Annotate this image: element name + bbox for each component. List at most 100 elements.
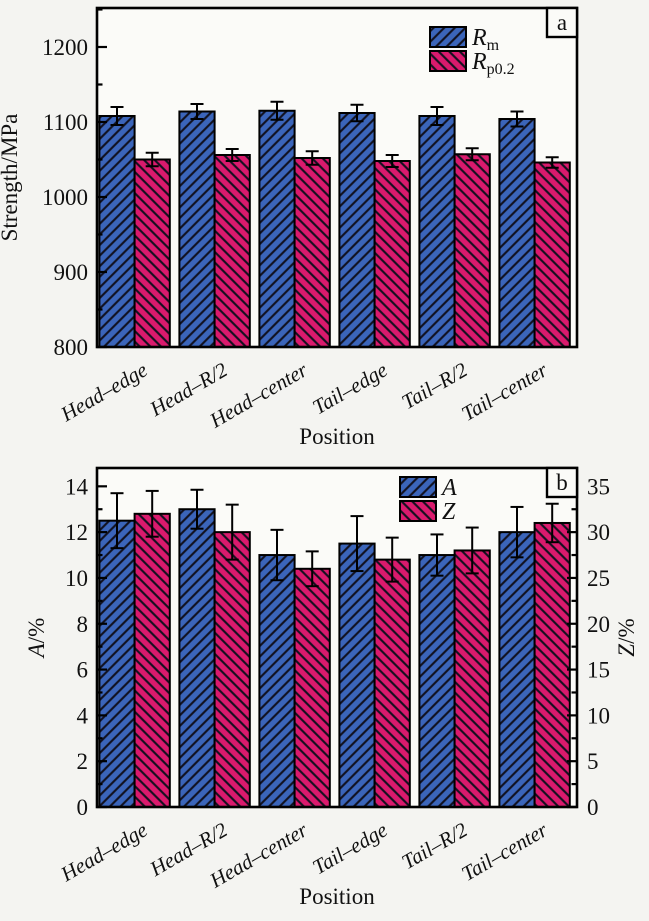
bar-Rm-1 xyxy=(178,110,216,348)
y-tick-label: 14 xyxy=(65,474,89,499)
bar-Rm-3 xyxy=(338,112,376,348)
bar-Z-0 xyxy=(133,512,171,808)
error-bar-Rm-3 xyxy=(350,103,364,123)
y-tick-labels: 800 900 1000 1100 1200 xyxy=(42,35,88,360)
y-tick-label: 1100 xyxy=(43,110,88,135)
error-bar-Z-2 xyxy=(305,550,319,588)
x-tick-label-0: Head–edge xyxy=(56,818,152,887)
bar-A-2 xyxy=(258,554,296,808)
legend-swatch-Z xyxy=(399,500,437,522)
figure-panel-b: 0 2 4 6 8 10 12 14 0 5 10 15 20 25 30 35 Head–edge Head–R… xyxy=(0,455,649,921)
y-right-tick-label: 5 xyxy=(587,749,599,774)
plot-area xyxy=(97,8,577,347)
error-bar-Rm-5 xyxy=(510,110,524,128)
error-bar-Z-3 xyxy=(385,536,399,583)
y-tick-label: 900 xyxy=(54,260,89,285)
error-bar-Rp0.2-1 xyxy=(225,148,239,162)
legend-label-Rp0.2: Rp0.2 xyxy=(471,49,515,78)
bar-Rp0.2-3 xyxy=(373,160,411,348)
legend-swatch-Rm xyxy=(429,26,467,48)
y-tick-label: 0 xyxy=(77,795,89,820)
y-tick-label: 1200 xyxy=(42,35,88,60)
x-tick-label-3: Tail–edge xyxy=(308,818,391,880)
y-tick-label: 4 xyxy=(77,703,89,728)
y-axis-title: Z/% xyxy=(614,618,639,656)
bar-A-0 xyxy=(98,519,136,808)
bar-Rp0.2-4 xyxy=(453,153,491,348)
legend-label-A: A xyxy=(440,475,457,501)
y-tick-label: 800 xyxy=(54,335,89,360)
panel-label-box xyxy=(545,466,579,499)
error-bar-Z-4 xyxy=(465,526,479,575)
x-tick-label-5: Tail–center xyxy=(457,357,552,426)
panel-label-box xyxy=(545,6,579,39)
legend: AZ xyxy=(399,475,457,525)
error-bar-Rp0.2-3 xyxy=(385,154,399,168)
y-tick-label: 8 xyxy=(77,612,89,637)
y-right-tick-label: 20 xyxy=(587,612,610,637)
error-bar-Rp0.2-5 xyxy=(545,156,559,169)
bar-Z-4 xyxy=(453,549,491,808)
axis-ticks xyxy=(97,8,107,349)
bars-panel-a xyxy=(98,100,571,348)
error-bar-Rm-1 xyxy=(190,103,204,120)
y-tick-label: 2 xyxy=(77,749,89,774)
bar-Rp0.2-0 xyxy=(133,158,171,348)
panel-label-b: b xyxy=(556,470,568,495)
y-tick-label: 12 xyxy=(65,520,88,545)
chart-b-svg: 0 2 4 6 8 10 12 14 0 5 10 15 20 25 30 35 Head–edgeHead–R… xyxy=(24,466,639,909)
axis-ticks xyxy=(97,485,577,809)
panel-label-a: a xyxy=(557,10,567,35)
error-bar-A-0 xyxy=(110,492,124,550)
bar-A-3 xyxy=(338,542,376,809)
y-right-tick-label: 25 xyxy=(587,566,610,591)
x-tick-label-5: Tail–center xyxy=(457,817,552,886)
bar-Z-5 xyxy=(533,521,571,809)
plot-frame xyxy=(95,6,579,349)
legend-swatch-Rp0.2 xyxy=(429,50,467,72)
bar-Z-2 xyxy=(293,567,331,808)
plot-frame xyxy=(95,466,579,809)
error-bar-Rm-2 xyxy=(270,100,284,121)
y-right-tick-label: 0 xyxy=(587,795,599,820)
error-bar-Rm-4 xyxy=(430,106,444,126)
bar-Rm-5 xyxy=(498,118,536,348)
bar-Rm-2 xyxy=(258,109,296,348)
bar-A-4 xyxy=(418,554,456,808)
error-bar-A-3 xyxy=(350,515,364,573)
error-bar-A-2 xyxy=(270,528,284,582)
plot-area xyxy=(97,468,577,807)
bar-Rm-4 xyxy=(418,115,456,348)
legend-label-Rm: Rm xyxy=(471,25,500,54)
error-bar-Rp0.2-4 xyxy=(465,147,479,162)
error-bar-Z-0 xyxy=(145,489,159,538)
figure-panel-a: 800 900 1000 1100 1200 Head–edge Head–R/2 Head–… xyxy=(0,0,649,455)
error-bar-Rp0.2-2 xyxy=(305,150,319,166)
chart-a-svg: 800 900 1000 1100 1200 Head–edgeHead–R/2Head–… xyxy=(0,6,579,449)
bar-A-5 xyxy=(498,531,536,808)
y-tick-label: 10 xyxy=(65,566,88,591)
bar-Z-3 xyxy=(373,558,411,808)
bar-Rm-0 xyxy=(98,115,136,348)
error-bar-A-1 xyxy=(190,488,204,530)
bar-Rp0.2-2 xyxy=(293,157,331,348)
x-axis-title: Position xyxy=(299,424,375,449)
bars-panel-b xyxy=(98,488,571,809)
bar-Rp0.2-1 xyxy=(213,154,251,348)
y-tick-label: 1000 xyxy=(42,185,88,210)
legend-swatch-A xyxy=(399,476,437,498)
legend-label-Z: Z xyxy=(442,499,456,525)
x-tick-label-3: Tail–edge xyxy=(308,358,391,420)
x-tick-label-0: Head–edge xyxy=(56,358,152,427)
y-axis-title: Strength/MPa xyxy=(0,114,22,242)
bar-A-1 xyxy=(178,508,216,808)
y-right-tick-label: 10 xyxy=(587,703,610,728)
y-tick-label: 6 xyxy=(77,658,89,683)
y-right-tick-label: 30 xyxy=(587,520,610,545)
bar-Z-1 xyxy=(213,531,251,808)
y-right-tick-label: 15 xyxy=(587,658,610,683)
